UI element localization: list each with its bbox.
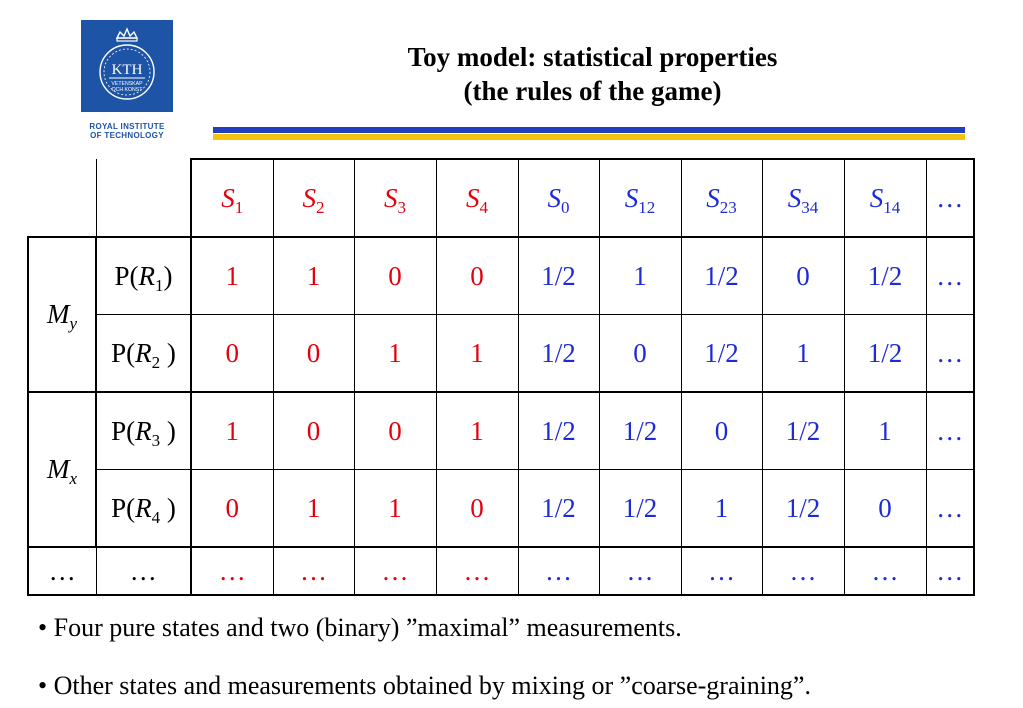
table-cell-ellipsis: … (353, 546, 437, 596)
table-cell: 0 (272, 314, 355, 393)
table-cell: 1 (353, 314, 437, 393)
table-cell: 1 (190, 391, 274, 470)
table-cell: 1/2 (517, 236, 600, 315)
table-row-ellipsis: … … … … … … … … … … … … (27, 546, 975, 596)
table-cell-ellipsis: … (925, 546, 975, 596)
probability-table: S1 S2 S3 S4 S0 S12 S23 S34 S14 … My P(R1… (27, 158, 975, 596)
table-cell-ellipsis: … (925, 314, 975, 393)
title-line-2: (the rules of the game) (463, 76, 722, 106)
table-cell-ellipsis: … (925, 469, 975, 548)
state-header: S4 (435, 158, 519, 238)
table-cell-ellipsis: … (27, 546, 97, 596)
group-label-mx: Mx (27, 391, 97, 548)
table-cell: 0 (190, 469, 274, 548)
table-cell: 1 (843, 391, 927, 470)
table-cell-ellipsis: … (435, 546, 519, 596)
table-cell: 1 (190, 236, 274, 315)
kth-logo: KTH VETENSKAP OCH KONST (81, 20, 173, 112)
logo-caption-line-1: ROYAL INSTITUTE (89, 122, 165, 131)
table-cell: 0 (272, 391, 355, 470)
table-row: My P(R1) 1 1 0 0 1/2 1 1/2 0 1/2 … (27, 236, 975, 393)
table-row: Mx P(R3 ) 1 0 0 1 1/2 1/2 0 1/2 1 … (27, 391, 975, 548)
bullet-item: • Other states and measurements obtained… (38, 671, 811, 700)
header-row: S1 S2 S3 S4 S0 S12 S23 S34 S14 … (28, 158, 975, 238)
state-header: S14 (843, 158, 927, 238)
state-header-ellipsis: … (925, 158, 975, 238)
table-cell-ellipsis: … (598, 546, 682, 596)
title-line-1: Toy model: statistical properties (407, 42, 778, 72)
bullet-item: • Four pure states and two (binary) ”max… (38, 613, 682, 642)
table-cell: 0 (435, 236, 519, 315)
table-cell: 1 (761, 314, 845, 393)
table-cell: 0 (190, 314, 274, 393)
table-row: P(R2 ) 0 0 1 1 1/2 0 1/2 1 1/2 … (28, 314, 975, 393)
table-cell: 1/2 (843, 236, 927, 315)
table-cell: 1 (353, 469, 437, 548)
table-cell: 1/2 (761, 469, 845, 548)
table-cell: 1/2 (761, 391, 845, 470)
row-label: P(R1) (95, 236, 192, 315)
table-cell-ellipsis: … (843, 546, 927, 596)
table-cell-ellipsis: … (517, 546, 600, 596)
table-cell-ellipsis: … (925, 236, 975, 315)
table-cell-ellipsis: … (95, 546, 192, 596)
logo-caption-line-2: OF TECHNOLOGY (90, 131, 164, 140)
table-cell: 1/2 (680, 236, 763, 315)
table-cell: 1 (598, 236, 682, 315)
table-cell: 0 (680, 391, 763, 470)
slide-title: Toy model: statistical properties (the r… (320, 40, 865, 108)
kth-text: KTH (112, 62, 143, 78)
title-rule-yellow (213, 134, 965, 140)
state-header: S1 (190, 158, 274, 238)
kth-subtext-2: OCH KONST (112, 87, 144, 93)
row-label: P(R3 ) (95, 391, 192, 470)
table-cell-ellipsis: … (190, 546, 274, 596)
table-cell: 1/2 (517, 391, 600, 470)
group-label-my: My (27, 236, 97, 393)
table-cell-ellipsis: … (925, 391, 975, 470)
table-row: P(R4 ) 0 1 1 0 1/2 1/2 1 1/2 0 … (28, 469, 975, 548)
table-cell: 1/2 (680, 314, 763, 393)
state-header: S34 (761, 158, 845, 238)
table-cell: 0 (435, 469, 519, 548)
table-cell: 1 (272, 469, 355, 548)
title-rule-blue (213, 127, 965, 133)
table-cell: 0 (598, 314, 682, 393)
table-cell-ellipsis: … (680, 546, 763, 596)
table-cell: 1 (272, 236, 355, 315)
state-header: S2 (272, 158, 355, 238)
table-cell: 1/2 (598, 391, 682, 470)
kth-subtext-1: VETENSKAP (111, 81, 143, 87)
table-cell: 1/2 (517, 469, 600, 548)
table-cell-ellipsis: … (272, 546, 355, 596)
state-header: S23 (680, 158, 763, 238)
table-cell: 1/2 (598, 469, 682, 548)
table-cell: 0 (761, 236, 845, 315)
row-label: P(R2 ) (95, 314, 192, 393)
table-cell-ellipsis: … (761, 546, 845, 596)
kth-crest-icon: KTH VETENSKAP OCH KONST (81, 20, 173, 112)
state-header: S3 (353, 158, 437, 238)
state-header: S0 (517, 158, 600, 238)
table-cell: 1 (435, 314, 519, 393)
table-cell: 0 (353, 391, 437, 470)
logo-caption: ROYAL INSTITUTE OF TECHNOLOGY (70, 122, 184, 140)
table-cell: 0 (353, 236, 437, 315)
state-header: S12 (598, 158, 682, 238)
row-label: P(R4 ) (95, 469, 192, 548)
table-cell: 1/2 (517, 314, 600, 393)
table-cell: 1 (435, 391, 519, 470)
table-cell: 0 (843, 469, 927, 548)
table-cell: 1/2 (843, 314, 927, 393)
table-cell: 1 (680, 469, 763, 548)
